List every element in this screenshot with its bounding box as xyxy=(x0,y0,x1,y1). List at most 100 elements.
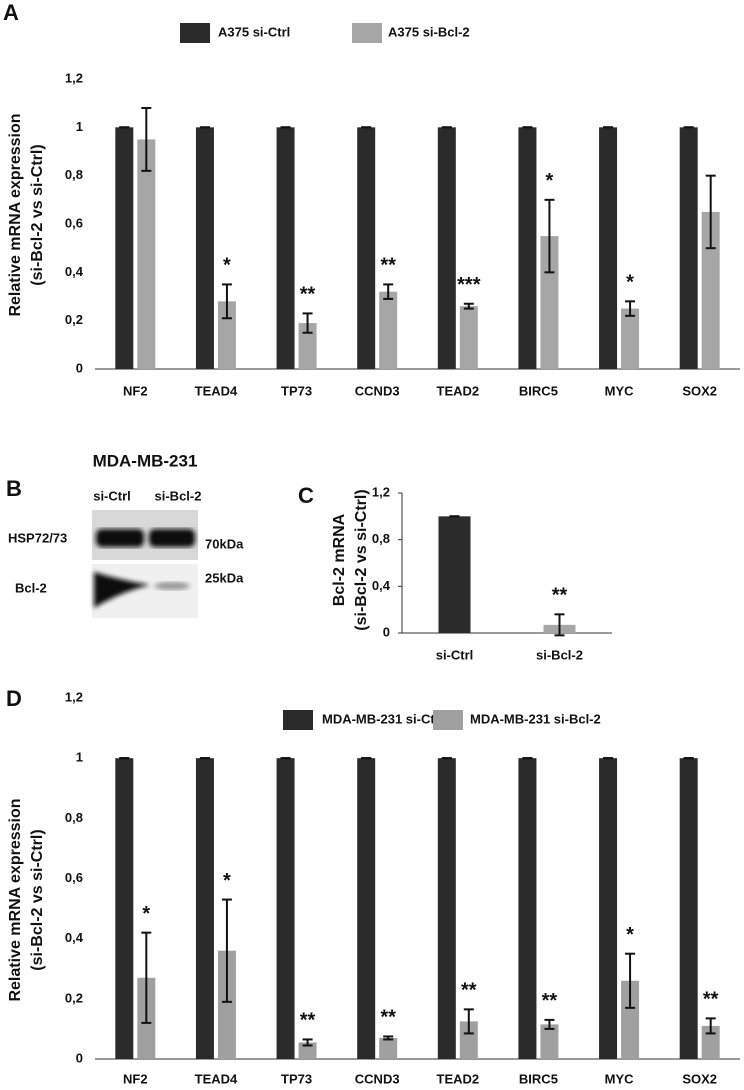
panel-label: A xyxy=(3,0,19,25)
bar xyxy=(298,1042,317,1059)
y-tick-label: 1 xyxy=(76,750,83,765)
bar xyxy=(621,308,640,369)
lane-label: si-Ctrl xyxy=(93,488,131,503)
x-tick-label: CCND3 xyxy=(355,383,400,398)
y-tick-label: 0,8 xyxy=(372,531,390,546)
blot-row-label: Bcl-2 xyxy=(15,580,47,595)
legend-label: MDA-MB-231 si-Ctrl xyxy=(322,711,443,726)
significance: ** xyxy=(461,980,477,1002)
significance: *** xyxy=(457,274,481,296)
blot-row-label: HSP72/73 xyxy=(8,530,67,545)
x-tick-label: NF2 xyxy=(123,1071,148,1086)
blot-band xyxy=(149,529,195,547)
error-bar xyxy=(383,283,394,300)
blot-band xyxy=(154,582,190,590)
bar xyxy=(599,127,618,369)
bar xyxy=(438,516,471,633)
bar xyxy=(379,291,398,369)
bar xyxy=(459,306,478,369)
blot-size: 70kDa xyxy=(205,536,244,551)
error-bar xyxy=(221,898,232,1003)
x-tick-label: MYC xyxy=(605,383,635,398)
y-tick-label: 0,8 xyxy=(65,810,83,825)
y-tick-label: 0,6 xyxy=(65,215,83,230)
y-tick-label: 1,2 xyxy=(65,689,83,704)
y-axis-label: (si-Bcl-2 vs si-Ctrl) xyxy=(29,829,46,970)
blot-band xyxy=(96,529,144,547)
bar xyxy=(437,758,456,1059)
x-tick-label: NF2 xyxy=(123,383,148,398)
legend-swatch xyxy=(433,710,463,730)
significance: * xyxy=(546,170,554,192)
legend-swatch xyxy=(352,23,382,43)
bar xyxy=(195,127,214,369)
legend-label: A375 si-Bcl-2 xyxy=(388,24,470,39)
significance: * xyxy=(142,903,150,925)
error-bar xyxy=(302,1038,313,1047)
y-tick-label: 1,2 xyxy=(372,484,390,499)
bar xyxy=(276,758,295,1059)
bar xyxy=(679,127,698,369)
y-tick-label: 0,4 xyxy=(65,264,84,279)
error-bar xyxy=(221,283,232,320)
bar xyxy=(518,758,537,1059)
significance: * xyxy=(626,924,634,946)
y-axis-label: Bcl-2 mRNA xyxy=(331,513,348,606)
x-tick-label: si-Ctrl xyxy=(436,647,474,662)
bar xyxy=(137,139,156,369)
significance: * xyxy=(223,255,231,277)
bar xyxy=(459,1021,478,1059)
y-tick-label: 0,4 xyxy=(65,930,84,945)
panel-label: B xyxy=(6,476,22,501)
bar xyxy=(621,980,640,1059)
y-tick-label: 0,2 xyxy=(65,990,83,1005)
x-tick-label: CCND3 xyxy=(355,1071,400,1086)
significance: ** xyxy=(703,989,719,1011)
x-tick-label: MYC xyxy=(605,1071,635,1086)
error-bar xyxy=(544,1018,555,1030)
significance: ** xyxy=(380,1007,396,1029)
bar xyxy=(437,127,456,369)
y-axis-label: (si-Bcl-2 vs si-Ctrl) xyxy=(29,144,46,285)
y-tick-label: 0 xyxy=(76,360,83,375)
x-tick-label: SOX2 xyxy=(682,383,717,398)
y-axis-label: Relative mRNA expression xyxy=(7,798,24,1001)
bar xyxy=(679,758,698,1059)
x-tick-label: BIRC5 xyxy=(519,1071,558,1086)
error-bar xyxy=(383,1035,394,1041)
bar xyxy=(379,1037,398,1059)
y-tick-label: 0,8 xyxy=(65,167,83,182)
y-tick-label: 0,6 xyxy=(65,870,83,885)
error-bar xyxy=(463,302,474,310)
bar xyxy=(518,127,537,369)
y-axis-label: Relative mRNA expression xyxy=(7,113,24,316)
error-bar xyxy=(625,300,636,317)
significance: * xyxy=(626,272,634,294)
x-tick-label: TP73 xyxy=(281,383,312,398)
bar xyxy=(701,211,720,369)
legend-label: MDA-MB-231 si-Bcl-2 xyxy=(470,711,601,726)
bar xyxy=(115,127,134,369)
y-tick-label: 1 xyxy=(76,119,83,134)
x-tick-label: SOX2 xyxy=(682,1071,717,1086)
legend-swatch xyxy=(180,23,210,43)
error-bar xyxy=(463,1008,474,1035)
bar xyxy=(276,127,295,369)
blot-title: MDA-MB-231 xyxy=(93,451,198,470)
panel-label: C xyxy=(298,483,314,508)
bar xyxy=(298,323,317,369)
bar xyxy=(357,127,376,369)
bar xyxy=(540,1024,559,1059)
bar xyxy=(599,758,618,1059)
error-bar xyxy=(302,312,313,334)
error-bar xyxy=(544,198,555,274)
x-tick-label: BIRC5 xyxy=(519,383,558,398)
y-tick-label: 0,2 xyxy=(65,312,83,327)
y-axis-label: (si-Bcl-2 vs si-Ctrl) xyxy=(353,489,370,630)
y-tick-label: 0 xyxy=(383,624,390,639)
blot-band xyxy=(94,572,150,608)
western-blot: MDA-MB-231 si-Ctrl si-Bcl-2 HSP72/73 70k… xyxy=(8,451,244,618)
error-bar xyxy=(705,174,716,250)
x-tick-label: TEAD2 xyxy=(437,383,480,398)
